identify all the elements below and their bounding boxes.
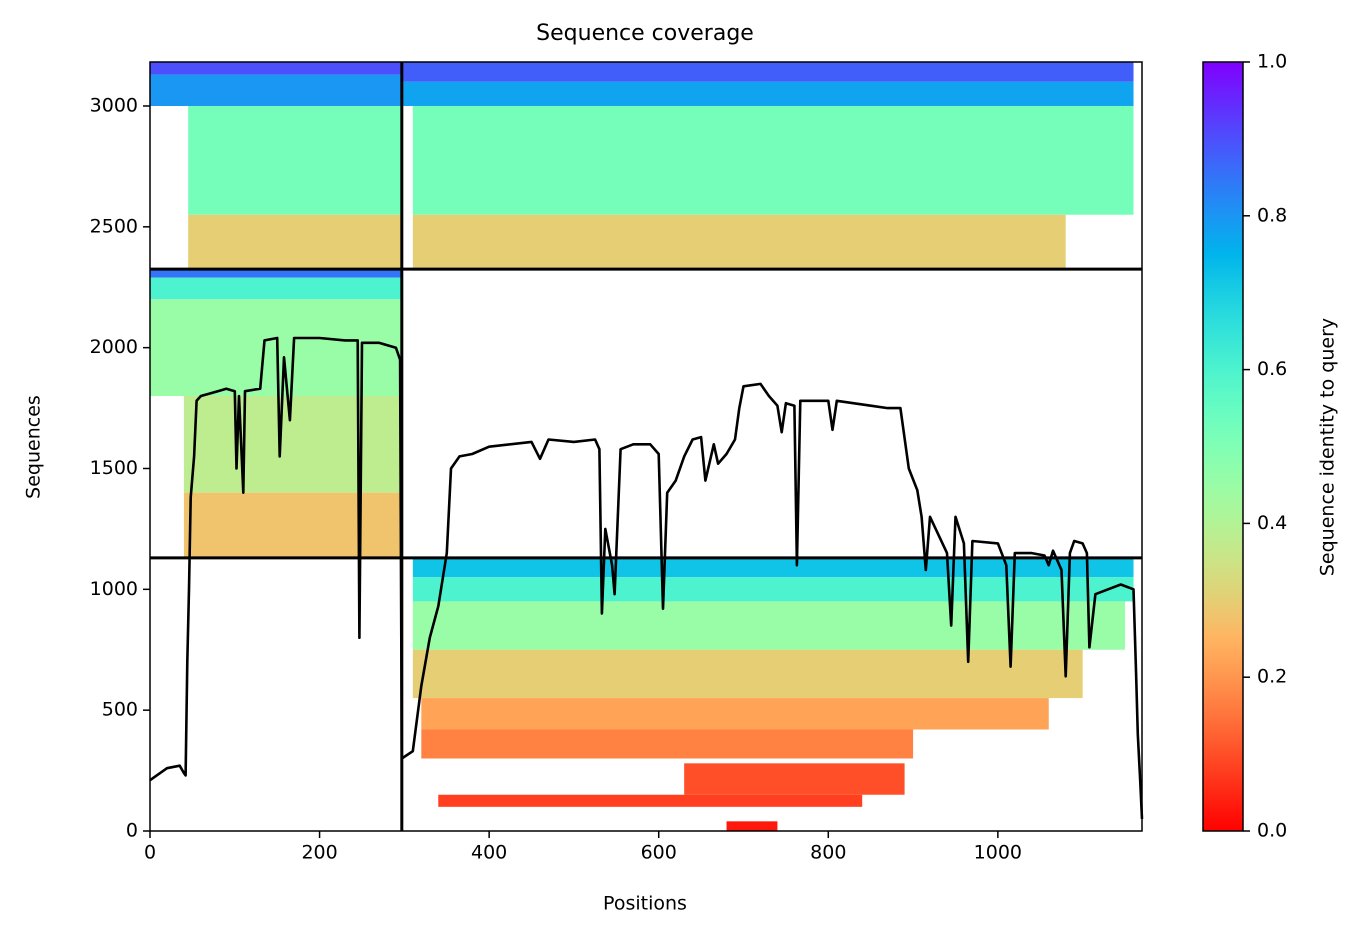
coverage-block xyxy=(183,395,402,493)
y-axis-label: Sequences xyxy=(23,395,45,499)
colorbar-tick-label: 0.4 xyxy=(1257,512,1287,534)
colorbar-tick-label: 1.0 xyxy=(1257,51,1287,73)
plot-frame xyxy=(149,61,1143,832)
y-tick-label: 2500 xyxy=(90,215,138,237)
colorbar-tick-label: 0.0 xyxy=(1257,820,1287,842)
coverage-block xyxy=(412,577,1134,602)
coverage-line xyxy=(149,336,1144,819)
y-tick-label: 2000 xyxy=(90,336,138,358)
colorbar-tick-label: 0.6 xyxy=(1257,358,1287,380)
coverage-block xyxy=(421,729,914,759)
coverage-block xyxy=(188,105,402,215)
x-axis-label: Positions xyxy=(603,893,687,915)
y-tick-label: 3000 xyxy=(90,94,138,116)
colorbar-tick-label: 0.2 xyxy=(1257,666,1287,688)
coverage-block xyxy=(412,601,1126,650)
coverage-block xyxy=(412,105,1134,215)
chart-title: Sequence coverage xyxy=(536,21,754,46)
x-tick-label: 1000 xyxy=(974,842,1022,864)
y-tick-label: 1500 xyxy=(90,457,138,479)
y-tick-label: 1000 xyxy=(90,578,138,600)
x-tick-label: 600 xyxy=(641,842,677,864)
coverage-block xyxy=(684,763,905,795)
coverage-block xyxy=(412,557,1134,578)
colorbar-tick-label: 0.8 xyxy=(1257,204,1287,226)
coverage-block xyxy=(150,299,402,396)
colorbar xyxy=(1202,61,1244,832)
coverage-block xyxy=(421,698,1049,730)
coverage-block xyxy=(150,269,402,278)
y-tick-label: 0 xyxy=(126,820,138,842)
x-tick-label: 0 xyxy=(144,842,156,864)
coverage-block xyxy=(150,62,402,75)
x-tick-label: 200 xyxy=(301,842,337,864)
coverage-block xyxy=(401,62,1134,82)
y-tick-label: 500 xyxy=(102,699,138,721)
coverage-block xyxy=(150,277,402,300)
x-tick-label: 800 xyxy=(810,842,846,864)
coverage-block xyxy=(188,214,402,268)
coverage-block xyxy=(183,492,402,558)
coverage-block xyxy=(412,214,1066,268)
colorbar-label: Sequence identity to query xyxy=(1317,318,1339,576)
coverage-block xyxy=(726,821,778,831)
x-tick-label: 400 xyxy=(471,842,507,864)
coverage-block xyxy=(150,74,402,106)
coverage-block xyxy=(412,649,1083,699)
coverage-block xyxy=(401,81,1134,106)
coverage-block xyxy=(438,794,863,807)
